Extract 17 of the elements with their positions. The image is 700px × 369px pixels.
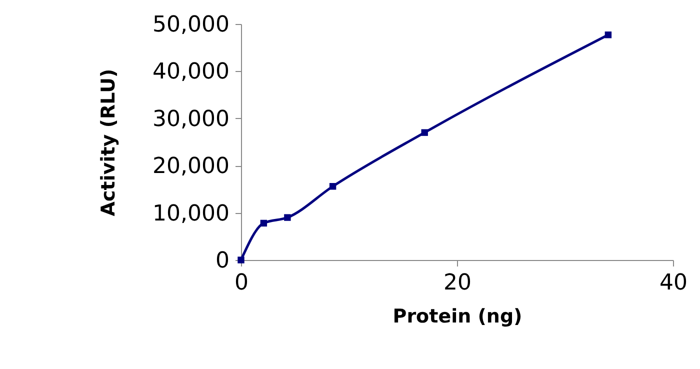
y-tick-label: 10,000 [152,201,230,226]
x-tick-label: 0 [234,270,248,296]
y-tick-label: 20,000 [152,154,230,180]
y-tick-label: 30,000 [152,106,230,132]
y-tick-label: 50,000 [152,12,230,38]
point [329,183,336,190]
x-tick-label: 40 [660,270,688,296]
y-tick-label: 40,000 [152,60,230,85]
y-tick-label: 0 [216,248,230,274]
x-tick-label: 20 [444,270,472,296]
x-axis-title: Protein (ng) [392,306,522,328]
point [284,214,291,221]
point [421,129,428,136]
point [260,220,268,227]
y-axis-title: Activity (RLU) [98,68,120,216]
point [238,256,244,264]
point [604,32,612,38]
